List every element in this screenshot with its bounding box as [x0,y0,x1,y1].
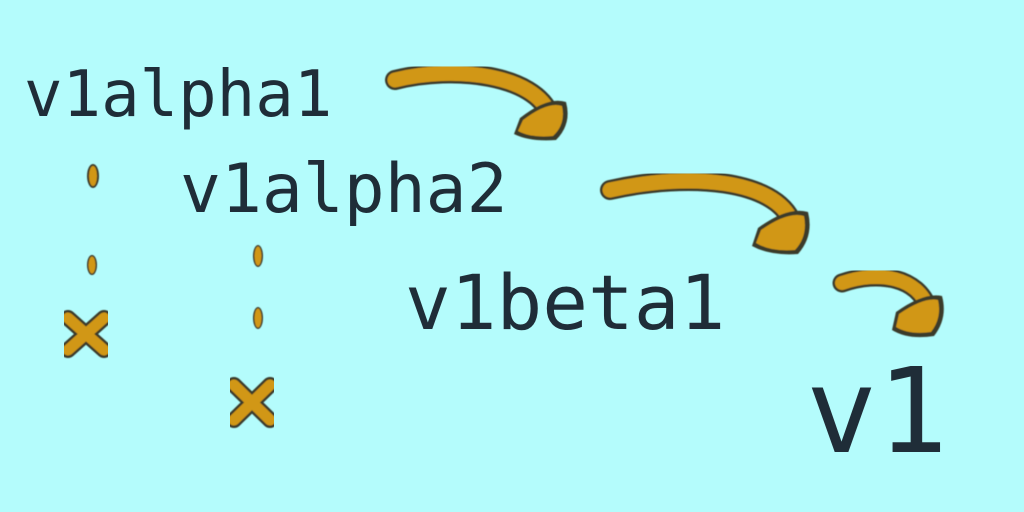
deprecated-trail-alpha1 [60,164,112,358]
version-label-v1beta1: v1beta1 [405,258,726,347]
version-label-v1alpha1: v1alpha1 [24,58,333,132]
version-label-v1: v1 [806,342,949,480]
x-mark-icon [60,310,112,358]
arrow-beta1-to-v1-icon [832,267,944,338]
deprecated-trail-alpha2 [226,245,278,428]
arrow-alpha2-to-beta1-icon [600,170,810,255]
version-label-v1alpha2: v1alpha2 [180,150,508,229]
x-mark-icon [226,377,278,428]
arrow-alpha1-to-alpha2-icon [385,63,568,141]
